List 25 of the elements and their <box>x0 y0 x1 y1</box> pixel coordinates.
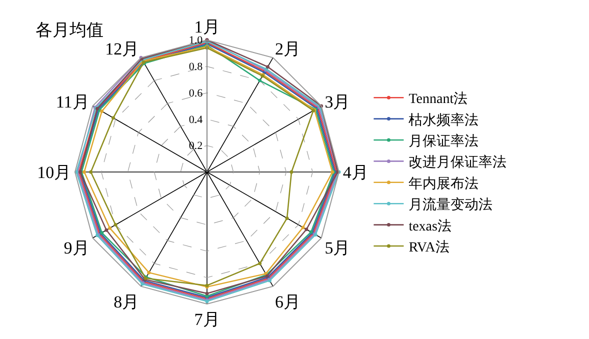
y-tick-label: 0.4 <box>188 114 204 126</box>
chart-title: 各月均值 <box>35 20 104 40</box>
spoke-label: 9月 <box>64 238 90 258</box>
spoke-label: 4月 <box>342 162 368 182</box>
legend-label: 枯水频率法 <box>408 112 479 128</box>
spoke-label: 12月 <box>105 39 140 58</box>
y-tick-label: 1.0 <box>188 34 204 47</box>
spoke-label: 10月 <box>37 162 72 182</box>
legend-label: RVA法 <box>408 239 450 256</box>
spoke-label: 6月 <box>274 292 300 312</box>
y-tick-label: 0.6 <box>188 87 204 100</box>
spoke-label: 11月 <box>56 92 90 112</box>
legend-label: 月流量变动法 <box>408 197 493 214</box>
spoke-label: 8月 <box>114 292 140 312</box>
legend-label: texas法 <box>408 218 452 234</box>
legend-label: 月保证率法 <box>408 133 479 150</box>
y-tick-label: 0.8 <box>188 60 204 73</box>
legend-label: 年内展布法 <box>408 176 479 192</box>
spoke-label: 1月 <box>194 18 220 37</box>
spoke-label: 5月 <box>324 238 350 258</box>
spoke-label: 2月 <box>274 39 300 58</box>
spoke-label: 3月 <box>324 92 350 112</box>
legend-label: Tennant法 <box>408 91 468 108</box>
spoke-label: 7月 <box>194 310 220 329</box>
legend-label: 改进月保证率法 <box>408 154 507 171</box>
